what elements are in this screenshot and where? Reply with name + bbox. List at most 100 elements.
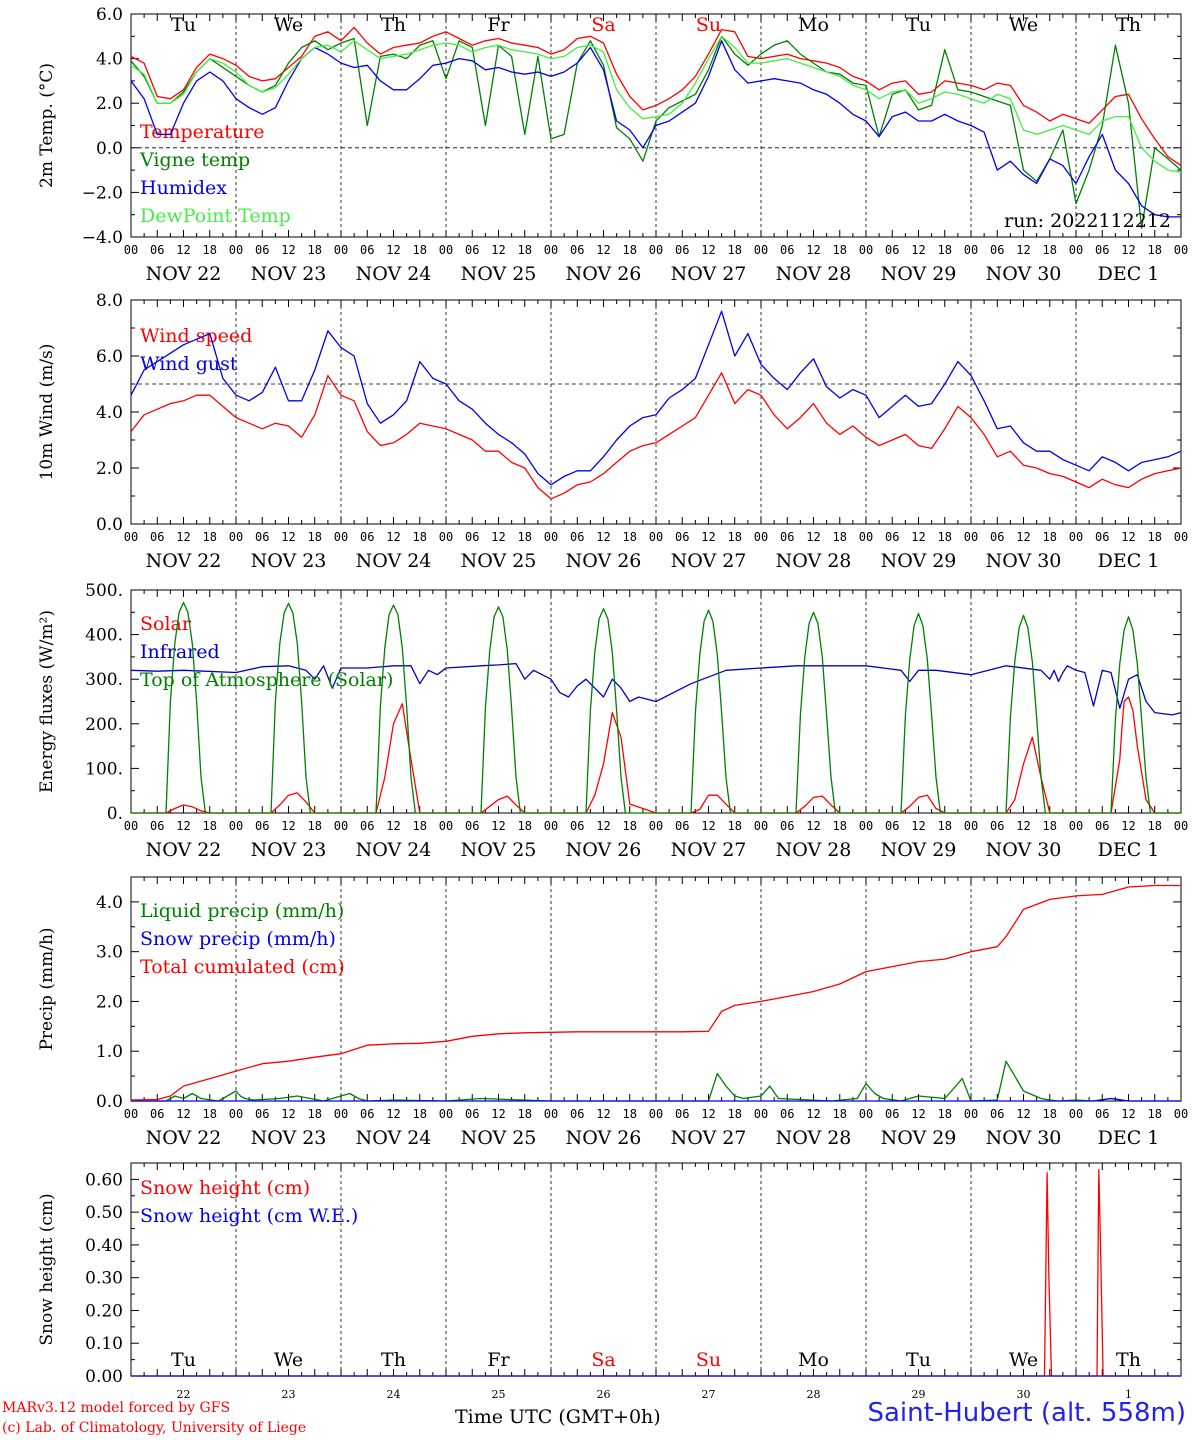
hour-tick-label: 12	[1121, 1107, 1135, 1121]
hour-tick-label: 06	[255, 1107, 269, 1121]
series-line-top-of-atmosphere-solar-	[131, 601, 1181, 814]
hour-tick-label: 18	[1148, 530, 1162, 544]
hour-tick-label: 00	[649, 819, 663, 833]
y-tick-label: 400.	[85, 626, 123, 646]
day-number-label: 27	[702, 1388, 716, 1401]
day-label: NOV 27	[671, 263, 747, 285]
day-label: DEC 1	[1098, 839, 1160, 861]
hour-tick-label: 00	[439, 1107, 453, 1121]
hour-tick-label: 12	[1121, 243, 1135, 257]
hour-tick-label: 18	[518, 530, 532, 544]
hour-tick-label: 00	[124, 819, 138, 833]
weekday-label: Tu	[906, 14, 931, 36]
day-label: NOV 29	[881, 839, 957, 861]
legend-entry: Humidex	[140, 177, 227, 199]
hour-tick-label: 00	[1069, 530, 1083, 544]
day-number-label: 29	[912, 1388, 926, 1401]
day-label: NOV 29	[881, 263, 957, 285]
y-tick-label: 0.20	[85, 1301, 123, 1321]
hour-tick-label: 18	[1043, 243, 1057, 257]
y-tick-label: 0.10	[85, 1334, 123, 1354]
hour-tick-label: 06	[885, 243, 899, 257]
y-tick-label: −4.0	[82, 228, 123, 248]
hour-tick-label: 12	[1016, 243, 1030, 257]
hour-tick-label: 12	[386, 819, 400, 833]
hour-tick-label: 00	[964, 1107, 978, 1121]
weekday-label: Fr	[487, 1349, 510, 1371]
hour-tick-label: 00	[544, 530, 558, 544]
hour-tick-label: 18	[413, 1107, 427, 1121]
hour-tick-label: 06	[150, 243, 164, 257]
hour-tick-label: 12	[911, 819, 925, 833]
hour-tick-label: 18	[1148, 1107, 1162, 1121]
hour-tick-label: 18	[518, 819, 532, 833]
day-label: NOV 25	[461, 263, 537, 285]
hour-tick-label: 12	[491, 530, 505, 544]
hour-tick-label: 12	[176, 530, 190, 544]
day-label: NOV 22	[146, 263, 222, 285]
panel-wind: 00 06 12 18 NOV 22 00 06 12 18 NOV 23 00 06 12 18 NOV …	[37, 291, 1188, 572]
hour-tick-label: 00	[649, 530, 663, 544]
series-line-solar	[131, 696, 1181, 814]
day-label: NOV 25	[461, 550, 537, 572]
day-label: NOV 29	[881, 1127, 957, 1149]
day-label: NOV 26	[566, 839, 642, 861]
hour-tick-label: 12	[491, 819, 505, 833]
y-tick-label: 4.0	[96, 50, 123, 70]
hour-tick-label: 18	[203, 819, 217, 833]
day-number-label: 30	[1017, 1388, 1031, 1401]
y-tick-label: 8.0	[96, 291, 123, 311]
hour-tick-label: 18	[518, 1107, 532, 1121]
day-number-label: 1	[1125, 1388, 1132, 1401]
hour-tick-label: 18	[623, 530, 637, 544]
hour-tick-label: 00	[124, 243, 138, 257]
model-credit: MARv3.12 model forced by GFS	[2, 1400, 231, 1416]
hour-tick-label: 00	[1069, 1107, 1083, 1121]
y-tick-label: 3.0	[96, 943, 123, 963]
hour-tick-label: 06	[570, 1107, 584, 1121]
y-tick-label: 0.40	[85, 1236, 123, 1256]
y-tick-label: 1.0	[96, 1042, 123, 1062]
day-label: NOV 24	[356, 550, 432, 572]
day-label: DEC 1	[1098, 550, 1160, 572]
legend-entry: Snow height (cm)	[140, 1177, 310, 1199]
panel-temp: 00 06 12 18 NOV 22 00 06 12 18 NOV 23 00 06 12 18 NOV …	[37, 5, 1188, 285]
legend-entry: Solar	[140, 613, 192, 635]
hour-tick-label: 12	[911, 530, 925, 544]
panel-snow: 22 23 24 25 26 27 28 29 30 1 Tu We Th Fr Sa Su Mo Tu We Th 0…	[37, 1162, 1182, 1401]
day-number-label: 24	[387, 1388, 401, 1401]
hour-tick-label: 12	[176, 243, 190, 257]
hour-tick-label: 06	[570, 243, 584, 257]
hour-tick-label: 00	[964, 819, 978, 833]
hour-tick-label: 00	[229, 243, 243, 257]
day-label: DEC 1	[1098, 1127, 1160, 1149]
hour-tick-label: 00	[439, 530, 453, 544]
legend-entry: Temperature	[140, 121, 264, 143]
hour-tick-label: 18	[833, 1107, 847, 1121]
y-tick-label: 4.0	[96, 403, 123, 423]
hour-tick-label: 12	[1121, 819, 1135, 833]
hour-tick-label: 12	[911, 1107, 925, 1121]
hour-tick-label: 00	[229, 530, 243, 544]
y-axis-label: Energy fluxes (W/m²)	[37, 610, 57, 793]
day-label: NOV 24	[356, 1127, 432, 1149]
weekday-label: Th	[381, 1349, 406, 1371]
hour-tick-label: 12	[281, 243, 295, 257]
hour-tick-label: 18	[1043, 1107, 1057, 1121]
station-title: Saint-Hubert (alt. 558m)	[867, 1398, 1186, 1428]
hour-tick-label: 18	[938, 243, 952, 257]
hour-tick-label: 06	[150, 530, 164, 544]
y-tick-label: 0.0	[96, 515, 123, 535]
hour-tick-label: 00	[334, 1107, 348, 1121]
hour-tick-label: 00	[649, 243, 663, 257]
hour-tick-label: 06	[360, 819, 374, 833]
day-label: NOV 25	[461, 1127, 537, 1149]
day-label: NOV 26	[566, 1127, 642, 1149]
hour-tick-label: 06	[360, 530, 374, 544]
hour-tick-label: 06	[150, 1107, 164, 1121]
weekday-label: Mo	[798, 1349, 829, 1371]
hour-tick-label: 12	[596, 819, 610, 833]
hour-tick-label: 12	[491, 243, 505, 257]
y-tick-label: 0.	[107, 804, 123, 824]
series-line-wind-speed	[130, 372, 1182, 500]
